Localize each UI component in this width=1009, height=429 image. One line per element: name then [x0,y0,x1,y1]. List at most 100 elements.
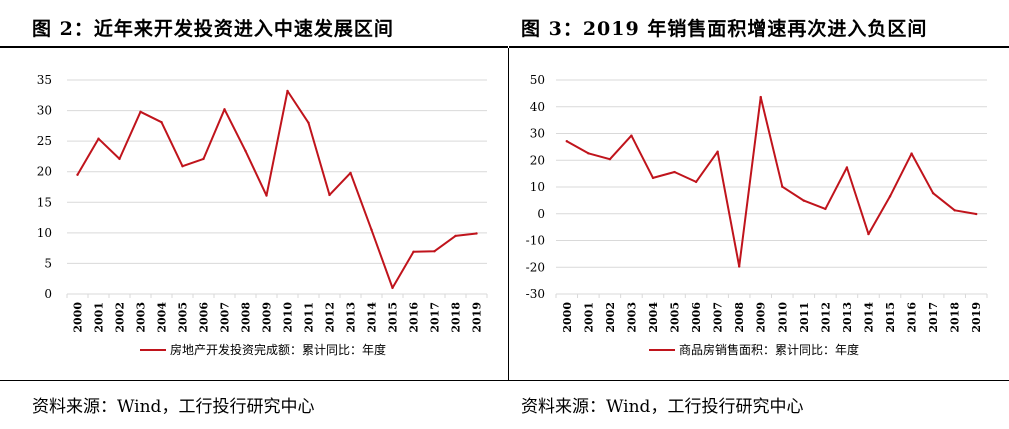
data-point [118,157,121,161]
y-tick-label: 35 [37,73,52,87]
x-tick-label: 2012 [819,302,832,333]
y-tick-label: 0 [44,287,52,301]
data-point [223,108,226,111]
x-tick-label: 2003 [135,302,148,333]
figure-3-panel: 图 3：2019 年销售面积增速再次进入负区间 -30 -20 -10 0 10 20 30… [509,0,1009,429]
y-tick-label: 10 [530,180,545,194]
x-tick-label: 2007 [712,302,725,333]
series-line [76,90,477,289]
data-point [286,89,289,93]
data-point [953,209,956,212]
data-point [824,207,827,211]
x-tick-label: 2004 [156,302,169,333]
legend-label: 商品房销售面积：累计同比：年度 [679,342,859,357]
figure-2-panel: 图 2：近年来开发投资进入中速发展区间 0 5 10 15 20 25 30 35 2000 20… [0,18,508,357]
data-point [160,120,163,124]
x-tick-label: 2011 [303,302,316,333]
data-point [370,228,373,231]
y-tick-label: 20 [530,153,545,167]
figure-2-title: 图 2：近年来开发投资进入中速发展区间 [32,18,394,40]
data-point [608,157,612,161]
x-tick-label: 2001 [582,302,595,333]
y-tick-label: 0 [537,207,545,221]
x-tick-label: 2014 [366,302,379,333]
data-point [244,149,247,153]
data-point [888,195,892,198]
x-tick-label: 2002 [604,302,617,333]
x-tick-label: 2008 [733,302,746,333]
data-point [759,95,762,99]
data-point [931,191,935,195]
y-tick-label: 25 [37,134,52,148]
x-tick-label: 2005 [177,302,190,333]
x-tick-label: 2013 [345,302,358,333]
figure-3-title: 图 3：2019 年销售面积增速再次进入负区间 [521,18,928,40]
x-tick-label: 2019 [471,302,484,333]
x-tick-label: 2003 [625,302,638,333]
data-point [565,140,568,143]
y-tick-label: 5 [44,256,52,270]
x-tick-label: 2002 [114,302,127,333]
y-tick-label: 30 [37,104,52,118]
data-point [910,152,913,155]
x-tick-label: 2004 [647,302,660,333]
x-tick-label: 2016 [906,302,919,333]
y-tick-label: 30 [530,127,545,141]
data-point [694,180,698,184]
x-tick-label: 2017 [429,302,442,333]
y-tick-label: -10 [526,234,545,248]
x-tick-label: 2008 [240,302,253,333]
y-tick-label: -20 [526,260,545,274]
y-tick-label: 15 [37,195,52,209]
data-point [391,286,394,290]
figure-2-title-rule [0,46,508,48]
x-tick-label: 2006 [690,302,703,333]
x-tick-label: 2015 [884,302,897,333]
x-tick-label: 2015 [387,302,400,333]
y-tick-label: 10 [37,226,52,240]
panel-divider [508,48,509,380]
data-point [181,165,184,168]
data-point [475,232,478,235]
x-tick-label: 2009 [261,302,274,333]
data-point [845,166,849,169]
y-tick-label: 40 [530,100,545,114]
figure-3-chart: -30 -20 -10 0 10 20 30 40 50 2000 2001 2002 2003 2004… [526,73,988,357]
x-tick-label: 2010 [282,302,295,333]
data-point [265,194,268,197]
series-line [566,96,977,268]
x-tick-label: 2013 [841,302,854,333]
figure-3-source: 资料来源：Wind，工行投行研究中心 [521,397,804,417]
x-tick-label: 2016 [408,302,421,333]
y-tick-label: 20 [37,165,52,179]
data-point [781,185,784,188]
x-tick-label: 2018 [450,302,463,333]
x-tick-label: 2007 [219,302,232,333]
data-point [975,212,978,216]
data-point [802,199,806,202]
x-tick-label: 2000 [72,302,85,333]
x-tick-label: 2005 [669,302,682,333]
data-point [867,232,870,236]
y-tick-label: -30 [526,287,545,301]
legend-label: 房地产开发投资完成额：累计同比：年度 [170,342,386,357]
x-tick-label: 2011 [798,302,811,333]
data-point [454,234,457,238]
data-point [97,137,100,140]
figure-3-title-rule [509,46,1009,48]
x-tick-label: 2001 [93,302,106,333]
x-tick-label: 2012 [324,302,337,333]
x-tick-label: 2017 [927,302,940,333]
data-point [328,193,331,197]
data-point [651,176,655,180]
y-tick-label: 50 [530,73,545,87]
data-point [716,150,719,153]
figure-2-chart: 0 5 10 15 20 25 30 35 2000 2001 2002 2003 2004 2005 20… [37,73,488,357]
x-tick-label: 2014 [862,302,875,333]
x-tick-label: 2018 [949,302,962,333]
data-point [673,170,676,174]
x-tick-label: 2000 [561,302,574,333]
x-tick-label: 2019 [970,302,983,333]
data-point [737,265,741,268]
data-point [349,171,352,175]
